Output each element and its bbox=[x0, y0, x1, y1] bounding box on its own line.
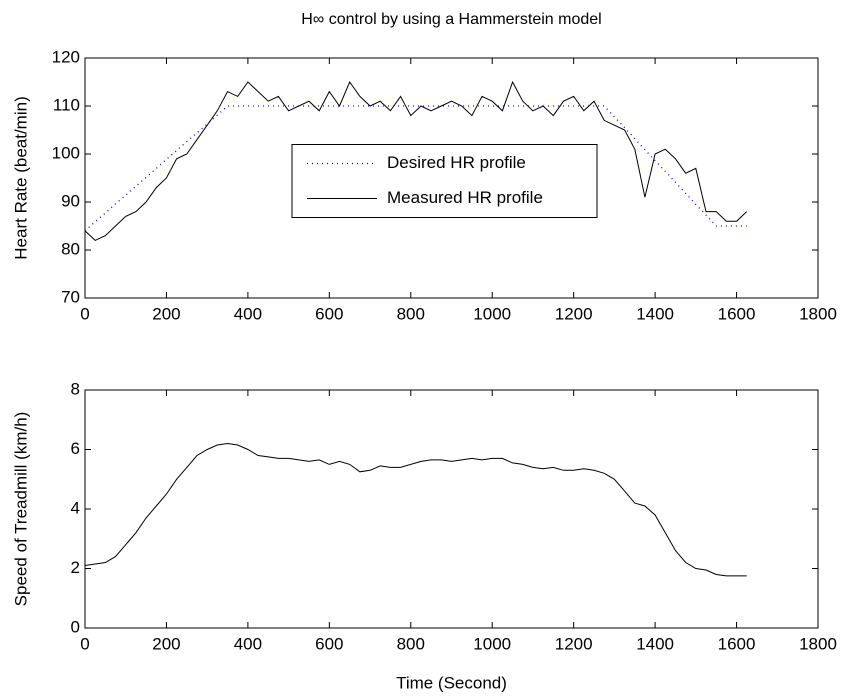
y-tick-label: 70 bbox=[61, 287, 80, 306]
x-tick-label: 800 bbox=[397, 304, 425, 323]
chart-title: H∞ control by using a Hammerstein model bbox=[301, 11, 601, 28]
y-tick-label: 2 bbox=[71, 558, 80, 577]
y-tick-label: 8 bbox=[71, 379, 80, 398]
y-tick-label: 6 bbox=[71, 439, 80, 458]
y-tick-label: 0 bbox=[71, 617, 80, 636]
x-tick-label: 1000 bbox=[473, 634, 511, 653]
x-tick-label: 600 bbox=[315, 634, 343, 653]
y-tick-label: 80 bbox=[61, 239, 80, 258]
x-tick-label: 200 bbox=[152, 304, 180, 323]
axes-box bbox=[84, 57, 819, 299]
legend-box bbox=[291, 144, 598, 218]
x-tick-label: 1800 bbox=[799, 634, 837, 653]
y-tick-label: 100 bbox=[52, 143, 80, 162]
data-line bbox=[84, 442, 747, 577]
x-tick-label: 1600 bbox=[718, 634, 756, 653]
legend-label: Measured HR profile bbox=[387, 188, 543, 207]
x-tick-label: 400 bbox=[234, 304, 262, 323]
y-tick-label: 90 bbox=[61, 191, 80, 210]
y-axis-label: Heart Rate (beat/min) bbox=[11, 96, 30, 259]
x-tick-label: 0 bbox=[80, 304, 89, 323]
x-axis-label: Time (Second) bbox=[396, 673, 507, 692]
x-tick-label: 200 bbox=[152, 634, 180, 653]
x-tick-label: 1600 bbox=[718, 304, 756, 323]
x-tick-label: 1200 bbox=[555, 634, 593, 653]
x-tick-label: 1400 bbox=[636, 304, 674, 323]
x-tick-label: 800 bbox=[397, 634, 425, 653]
x-tick-label: 600 bbox=[315, 304, 343, 323]
data-line bbox=[84, 80, 748, 241]
y-tick-label: 120 bbox=[52, 47, 80, 66]
y-tick-label: 110 bbox=[53, 95, 80, 114]
x-tick-label: 1400 bbox=[636, 634, 674, 653]
x-tick-label: 1800 bbox=[799, 304, 837, 323]
y-tick-label: 4 bbox=[71, 498, 80, 517]
x-tick-label: 1200 bbox=[555, 304, 593, 323]
axes-box bbox=[84, 389, 819, 629]
legend-label: Desired HR profile bbox=[387, 153, 526, 172]
x-tick-label: 1000 bbox=[473, 304, 511, 323]
x-tick-label: 400 bbox=[234, 634, 262, 653]
y-axis-label: Speed of Treadmill (km/h) bbox=[11, 412, 30, 607]
x-tick-label: 0 bbox=[80, 634, 89, 653]
